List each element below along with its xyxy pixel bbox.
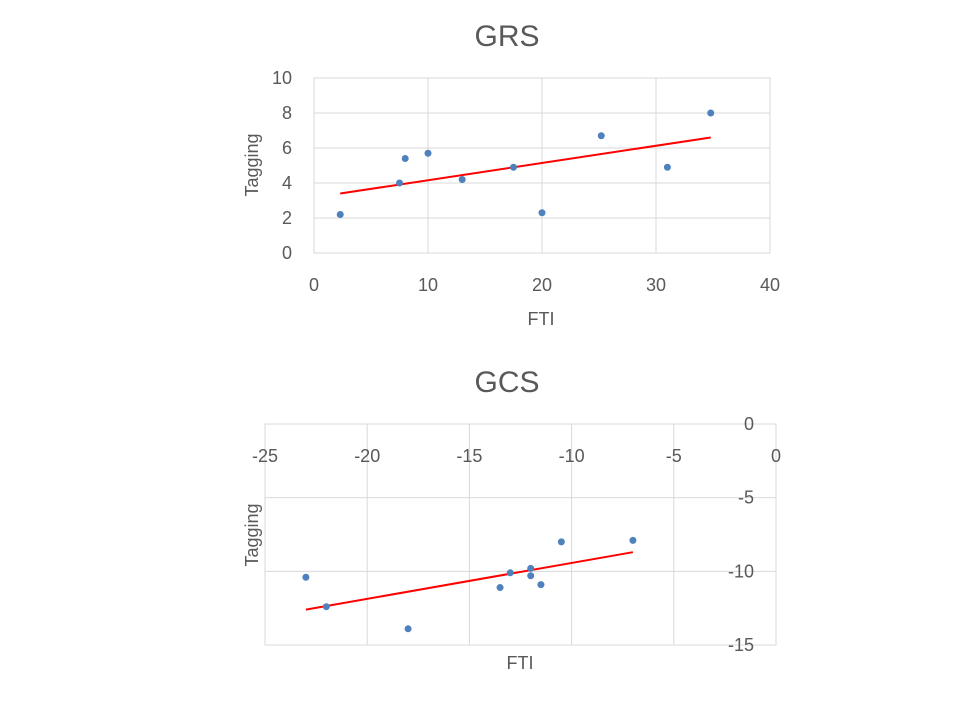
grs-x-tick-label: 30 xyxy=(646,275,666,295)
gcs-data-point xyxy=(404,625,412,633)
gcs-x-tick-label: -10 xyxy=(559,446,585,466)
grs-data-point xyxy=(597,132,605,140)
grs-y-tick-label: 2 xyxy=(282,208,292,228)
gcs-plot-frame xyxy=(264,423,777,646)
gcs-data-point xyxy=(557,538,565,546)
grs-chart: GRS 0 10 20 30 40 0 2 4 6 8 10 FTI Tagging xyxy=(242,20,780,329)
gcs-x-axis-label: FTI xyxy=(507,653,534,673)
gcs-data-point xyxy=(496,584,504,592)
gcs-data-point xyxy=(537,581,545,589)
grs-data-point xyxy=(401,155,409,162)
grs-data-point xyxy=(396,179,403,187)
grs-y-tick-label: 10 xyxy=(272,68,292,88)
grs-y-tick-label: 6 xyxy=(282,138,292,158)
gcs-trendline xyxy=(305,551,634,611)
grs-data-point xyxy=(458,176,466,183)
grs-data-point xyxy=(510,163,517,171)
grs-data-point xyxy=(336,211,344,218)
grs-trendline xyxy=(340,136,711,195)
grs-y-tick-label: 4 xyxy=(282,173,292,193)
grs-data-points xyxy=(336,109,715,218)
grs-data-point xyxy=(707,109,715,117)
gcs-y-tick-label: -15 xyxy=(728,635,754,655)
grs-y-axis-label: Tagging xyxy=(242,133,262,196)
grs-trendline-line xyxy=(340,136,711,195)
gcs-x-tick-label: -5 xyxy=(666,446,682,466)
grs-x-tick-label: 10 xyxy=(418,275,438,295)
gcs-y-tick-label: -5 xyxy=(738,488,754,508)
grs-x-tick-label: 0 xyxy=(309,275,319,295)
gcs-trendline-line xyxy=(305,551,634,611)
grs-chart-title: GRS xyxy=(474,20,539,53)
gcs-tick-labels: -25 -20 -15 -10 -5 00 -5 -10 -15 xyxy=(252,414,781,655)
grs-data-point xyxy=(538,209,546,217)
gcs-data-point xyxy=(506,569,514,577)
gcs-y-tick-label: -10 xyxy=(728,561,754,581)
gcs-data-point xyxy=(302,573,310,581)
gcs-data-point xyxy=(629,536,637,544)
gcs-data-point xyxy=(527,572,535,580)
gcs-y-tick-label: 0 xyxy=(744,414,754,434)
grs-y-tick-label: 8 xyxy=(282,103,292,123)
grs-data-point xyxy=(424,149,432,157)
grs-gridlines xyxy=(313,77,771,254)
gcs-gridlines xyxy=(264,423,777,646)
gcs-chart-title: GCS xyxy=(474,366,539,399)
grs-y-tick-label: 0 xyxy=(282,243,292,263)
grs-x-axis-label: FTI xyxy=(528,309,555,329)
gcs-x-tick-label: -20 xyxy=(354,446,380,466)
gcs-x-tick-label: 0 xyxy=(771,446,781,466)
gcs-chart: GCS -25 -20 -15 -10 -5 00 -5 -10 -15 FTI Tagging xyxy=(242,366,781,673)
grs-x-tick-label: 40 xyxy=(760,275,780,295)
gcs-x-tick-label: -15 xyxy=(456,446,482,466)
grs-tick-labels: 0 10 20 30 40 0 2 4 6 8 10 xyxy=(272,68,780,295)
gcs-data-point xyxy=(322,603,330,611)
grs-plot-frame xyxy=(313,77,771,254)
gcs-y-axis-label: Tagging xyxy=(242,503,262,566)
gcs-x-tick-label: -25 xyxy=(252,446,278,466)
gcs-data-point xyxy=(527,564,535,572)
grs-data-point xyxy=(663,163,671,171)
grs-x-tick-label: 20 xyxy=(532,275,552,295)
gcs-data-points xyxy=(302,536,637,633)
